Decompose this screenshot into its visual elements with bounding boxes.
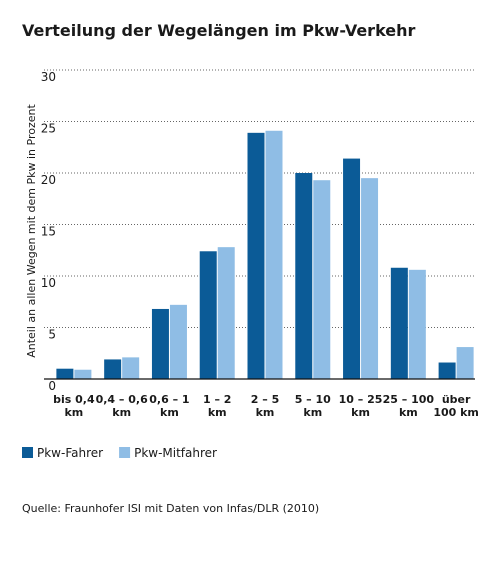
y-tick-label: 10 — [41, 276, 56, 290]
bar — [56, 368, 74, 379]
bar — [217, 247, 235, 379]
source: Quelle: Fraunhofer ISI mit Daten von Inf… — [22, 502, 319, 515]
legend-swatch — [22, 447, 33, 458]
bar — [408, 269, 426, 379]
x-tick-label: 1 – 2 km — [203, 393, 231, 419]
x-tick-label: 5 – 10 km — [295, 393, 331, 419]
bar — [247, 132, 265, 379]
bar — [265, 130, 283, 379]
bar — [390, 267, 408, 379]
chart-title: Verteilung der Wegelängen im Pkw-Verkehr — [22, 21, 416, 40]
bar — [343, 158, 361, 379]
x-tick-label: 2 – 5 km — [251, 393, 279, 419]
bar — [199, 251, 217, 379]
y-axis-label: Anteil an allen Wegen mit dem Pkw in Pro… — [25, 104, 38, 358]
bar — [74, 369, 92, 379]
x-tick-label: 25 – 100 km — [383, 393, 435, 419]
x-tick-label: bis 0,4 km — [53, 393, 95, 419]
bar — [313, 180, 331, 379]
bar — [361, 178, 379, 379]
bar — [438, 362, 456, 379]
legend-label: Pkw-Fahrer — [37, 446, 103, 460]
y-tick-label: 20 — [41, 173, 56, 187]
bar — [151, 308, 169, 379]
bar — [104, 359, 122, 379]
legend-swatch — [119, 447, 131, 458]
x-tick-label: über 100 km — [433, 393, 479, 419]
bar — [295, 173, 313, 379]
y-tick-label: 5 — [48, 328, 56, 342]
y-tick-label: 15 — [41, 225, 56, 239]
bar — [169, 304, 187, 379]
y-tick-label: 30 — [41, 70, 56, 84]
bar — [122, 357, 140, 379]
x-tick-label: 0,4 – 0,6 km — [96, 393, 148, 419]
y-tick-label: 25 — [41, 122, 56, 136]
x-tick-label: 10 – 25 km — [339, 393, 383, 419]
x-tick-label: 0,6 – 1 km — [149, 393, 189, 419]
legend-label: Pkw-Mitfahrer — [134, 446, 217, 460]
y-tick-label: 0 — [48, 379, 56, 393]
bar — [456, 347, 474, 379]
